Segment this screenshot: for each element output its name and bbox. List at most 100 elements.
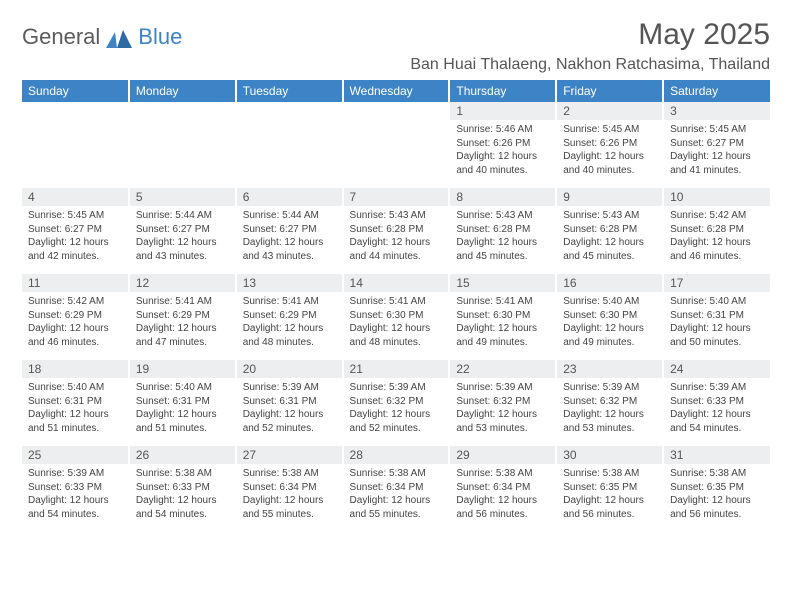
calendar-cell: 3Sunrise: 5:45 AMSunset: 6:27 PMDaylight… — [663, 102, 770, 188]
sunrise-line: Sunrise: 5:39 AM — [670, 381, 764, 395]
sunrise-line: Sunrise: 5:38 AM — [456, 467, 549, 481]
day-details: Sunrise: 5:38 AMSunset: 6:35 PMDaylight:… — [664, 464, 770, 525]
daylight-line: Daylight: 12 hours and 53 minutes. — [563, 408, 656, 435]
day-number: 9 — [557, 188, 662, 206]
daylight-line: Daylight: 12 hours and 55 minutes. — [350, 494, 443, 521]
calendar-cell: 25Sunrise: 5:39 AMSunset: 6:33 PMDayligh… — [22, 446, 129, 532]
day-details: Sunrise: 5:46 AMSunset: 6:26 PMDaylight:… — [450, 120, 555, 181]
calendar-cell: 1Sunrise: 5:46 AMSunset: 6:26 PMDaylight… — [449, 102, 556, 188]
day-details: Sunrise: 5:40 AMSunset: 6:30 PMDaylight:… — [557, 292, 662, 353]
calendar-cell: 24Sunrise: 5:39 AMSunset: 6:33 PMDayligh… — [663, 360, 770, 446]
sunset-line: Sunset: 6:33 PM — [670, 395, 764, 409]
day-details: Sunrise: 5:44 AMSunset: 6:27 PMDaylight:… — [237, 206, 342, 267]
calendar-body: 1Sunrise: 5:46 AMSunset: 6:26 PMDaylight… — [22, 102, 770, 532]
day-details: Sunrise: 5:42 AMSunset: 6:28 PMDaylight:… — [664, 206, 770, 267]
calendar-cell: 30Sunrise: 5:38 AMSunset: 6:35 PMDayligh… — [556, 446, 663, 532]
daylight-line: Daylight: 12 hours and 45 minutes. — [456, 236, 549, 263]
sunrise-line: Sunrise: 5:45 AM — [563, 123, 656, 137]
day-details: Sunrise: 5:39 AMSunset: 6:33 PMDaylight:… — [22, 464, 128, 525]
daylight-line: Daylight: 12 hours and 48 minutes. — [243, 322, 336, 349]
day-number: 13 — [237, 274, 342, 292]
day-details: Sunrise: 5:40 AMSunset: 6:31 PMDaylight:… — [664, 292, 770, 353]
day-number: 5 — [130, 188, 235, 206]
sunrise-line: Sunrise: 5:41 AM — [136, 295, 229, 309]
sunrise-line: Sunrise: 5:45 AM — [670, 123, 764, 137]
calendar-cell: 8Sunrise: 5:43 AMSunset: 6:28 PMDaylight… — [449, 188, 556, 274]
calendar-cell: 5Sunrise: 5:44 AMSunset: 6:27 PMDaylight… — [129, 188, 236, 274]
day-details: Sunrise: 5:39 AMSunset: 6:33 PMDaylight:… — [664, 378, 770, 439]
daylight-line: Daylight: 12 hours and 40 minutes. — [563, 150, 656, 177]
daylight-line: Daylight: 12 hours and 49 minutes. — [563, 322, 656, 349]
calendar-cell — [129, 102, 236, 188]
sunset-line: Sunset: 6:29 PM — [28, 309, 122, 323]
sunset-line: Sunset: 6:30 PM — [350, 309, 443, 323]
calendar-row: 1Sunrise: 5:46 AMSunset: 6:26 PMDaylight… — [22, 102, 770, 188]
sunset-line: Sunset: 6:32 PM — [563, 395, 656, 409]
sunrise-line: Sunrise: 5:39 AM — [243, 381, 336, 395]
daylight-line: Daylight: 12 hours and 51 minutes. — [28, 408, 122, 435]
sunset-line: Sunset: 6:28 PM — [563, 223, 656, 237]
day-details: Sunrise: 5:38 AMSunset: 6:34 PMDaylight:… — [450, 464, 555, 525]
day-number: 17 — [664, 274, 770, 292]
day-details: Sunrise: 5:38 AMSunset: 6:34 PMDaylight:… — [344, 464, 449, 525]
day-details: Sunrise: 5:45 AMSunset: 6:27 PMDaylight:… — [664, 120, 770, 181]
calendar-cell: 4Sunrise: 5:45 AMSunset: 6:27 PMDaylight… — [22, 188, 129, 274]
day-number: 14 — [344, 274, 449, 292]
sunset-line: Sunset: 6:32 PM — [456, 395, 549, 409]
day-number: 20 — [237, 360, 342, 378]
location: Ban Huai Thalaeng, Nakhon Ratchasima, Th… — [410, 56, 770, 74]
calendar-cell: 23Sunrise: 5:39 AMSunset: 6:32 PMDayligh… — [556, 360, 663, 446]
sunset-line: Sunset: 6:34 PM — [456, 481, 549, 495]
day-details: Sunrise: 5:40 AMSunset: 6:31 PMDaylight:… — [130, 378, 235, 439]
day-details: Sunrise: 5:39 AMSunset: 6:32 PMDaylight:… — [344, 378, 449, 439]
sunset-line: Sunset: 6:27 PM — [243, 223, 336, 237]
day-number: 10 — [664, 188, 770, 206]
sunset-line: Sunset: 6:31 PM — [670, 309, 764, 323]
sunrise-line: Sunrise: 5:39 AM — [563, 381, 656, 395]
day-number: 19 — [130, 360, 235, 378]
calendar-cell: 14Sunrise: 5:41 AMSunset: 6:30 PMDayligh… — [343, 274, 450, 360]
daylight-line: Daylight: 12 hours and 43 minutes. — [136, 236, 229, 263]
day-details: Sunrise: 5:45 AMSunset: 6:26 PMDaylight:… — [557, 120, 662, 181]
day-details: Sunrise: 5:41 AMSunset: 6:30 PMDaylight:… — [344, 292, 449, 353]
daylight-line: Daylight: 12 hours and 50 minutes. — [670, 322, 764, 349]
day-details: Sunrise: 5:43 AMSunset: 6:28 PMDaylight:… — [344, 206, 449, 267]
daylight-line: Daylight: 12 hours and 55 minutes. — [243, 494, 336, 521]
sunrise-line: Sunrise: 5:41 AM — [456, 295, 549, 309]
calendar-table: Sunday Monday Tuesday Wednesday Thursday… — [22, 80, 770, 532]
sunrise-line: Sunrise: 5:44 AM — [136, 209, 229, 223]
day-number: 7 — [344, 188, 449, 206]
daylight-line: Daylight: 12 hours and 42 minutes. — [28, 236, 122, 263]
calendar-cell: 22Sunrise: 5:39 AMSunset: 6:32 PMDayligh… — [449, 360, 556, 446]
day-number: 15 — [450, 274, 555, 292]
weekday-header: Tuesday — [236, 80, 343, 102]
sunrise-line: Sunrise: 5:40 AM — [563, 295, 656, 309]
daylight-line: Daylight: 12 hours and 40 minutes. — [456, 150, 549, 177]
daylight-line: Daylight: 12 hours and 52 minutes. — [350, 408, 443, 435]
day-number: 25 — [22, 446, 128, 464]
calendar-row: 4Sunrise: 5:45 AMSunset: 6:27 PMDaylight… — [22, 188, 770, 274]
sunrise-line: Sunrise: 5:42 AM — [670, 209, 764, 223]
day-number: 11 — [22, 274, 128, 292]
sunrise-line: Sunrise: 5:44 AM — [243, 209, 336, 223]
weekday-header: Monday — [129, 80, 236, 102]
sunset-line: Sunset: 6:32 PM — [350, 395, 443, 409]
sunrise-line: Sunrise: 5:38 AM — [243, 467, 336, 481]
daylight-line: Daylight: 12 hours and 54 minutes. — [670, 408, 764, 435]
calendar-cell: 12Sunrise: 5:41 AMSunset: 6:29 PMDayligh… — [129, 274, 236, 360]
calendar-cell: 11Sunrise: 5:42 AMSunset: 6:29 PMDayligh… — [22, 274, 129, 360]
calendar-cell: 27Sunrise: 5:38 AMSunset: 6:34 PMDayligh… — [236, 446, 343, 532]
day-number: 12 — [130, 274, 235, 292]
daylight-line: Daylight: 12 hours and 56 minutes. — [456, 494, 549, 521]
daylight-line: Daylight: 12 hours and 45 minutes. — [563, 236, 656, 263]
sunset-line: Sunset: 6:34 PM — [350, 481, 443, 495]
calendar-cell: 2Sunrise: 5:45 AMSunset: 6:26 PMDaylight… — [556, 102, 663, 188]
title-block: May 2025 Ban Huai Thalaeng, Nakhon Ratch… — [410, 18, 770, 74]
sunset-line: Sunset: 6:33 PM — [136, 481, 229, 495]
sunrise-line: Sunrise: 5:38 AM — [136, 467, 229, 481]
day-number: 31 — [664, 446, 770, 464]
calendar-cell: 31Sunrise: 5:38 AMSunset: 6:35 PMDayligh… — [663, 446, 770, 532]
day-details: Sunrise: 5:38 AMSunset: 6:35 PMDaylight:… — [557, 464, 662, 525]
brand-part2: Blue — [138, 24, 182, 50]
sunset-line: Sunset: 6:31 PM — [243, 395, 336, 409]
